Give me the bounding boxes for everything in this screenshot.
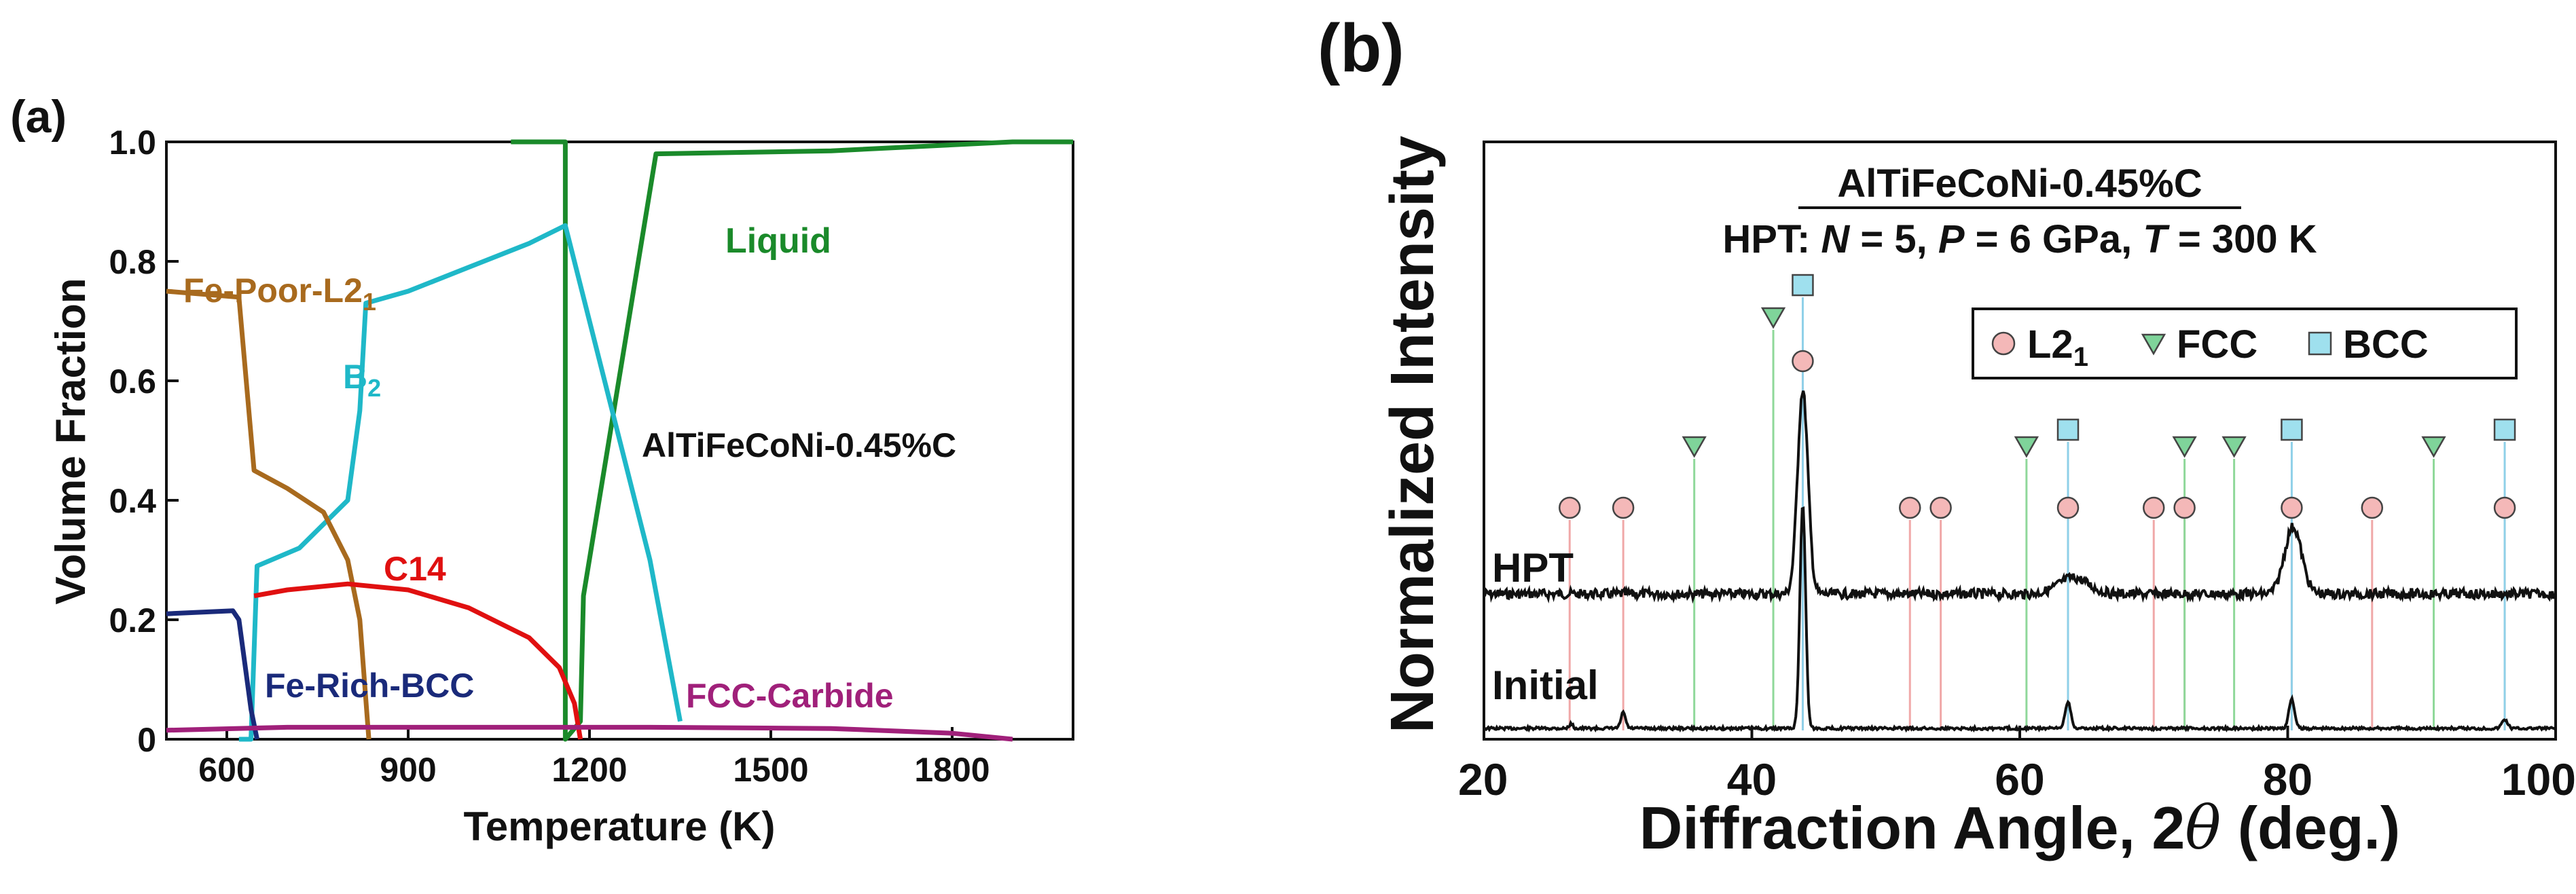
y-tick-label: 0 [137,721,156,759]
panel-b-x-axis-label: Diffraction Angle, 2θ (deg.) [1639,793,2400,863]
panel-b-peak-markers [1558,274,2516,519]
x-tick-label: 100 [2501,754,2576,804]
bcc-peak-square-icon [2056,418,2080,441]
y-tick-label: 0.6 [109,362,156,401]
bcc-peak-square-icon [2493,418,2516,441]
l21-peak-circle-icon [1899,496,1921,519]
legend-bcc-square-icon [2308,331,2332,356]
panel-b-x-ticks: 20 40 60 80 100 [1458,726,2576,804]
panel-b-series [1483,390,2557,733]
x-tick-label: 600 [198,751,255,789]
y-tick-label: 0.2 [109,601,156,639]
fcc-peak-triangle-icon [2421,436,2446,458]
panel-a-series [166,139,1073,742]
series-line-liquid [511,139,1073,742]
l21-peak-circle-icon [2493,496,2516,519]
x-tick-label: 60 [1995,754,2044,804]
l21-peak-circle-icon [1612,496,1635,519]
fcc-carbide-label: FCC-Carbide [686,677,894,715]
y-tick-label: 0.4 [109,482,156,520]
y-tick-label: 0.8 [109,243,156,281]
x-tick-label: 1200 [551,751,627,789]
series-line-b2 [238,223,683,742]
l21-peak-circle-icon [2361,496,2384,519]
panel-a-y-axis-label: Volume Fraction [48,278,94,604]
legend-fcc-triangle-icon [2141,333,2166,356]
liquid-label: Liquid [725,221,831,261]
panel-a-alloy-annotation: AlTiFeCoNi-0.45%C [642,426,956,464]
hpt-pattern-line [1483,390,2557,604]
l21-peak-circle-icon [2281,496,2303,519]
initial-pattern-line [1483,506,2557,733]
panel-b-label: (b) [1318,10,1404,86]
l21-peak-circle-icon [2143,496,2165,519]
x-tick-label: 40 [1727,754,1777,804]
legend-fcc-label: FCC [2177,322,2257,367]
x-tick-label: 20 [1458,754,1508,804]
x-tick-label: 900 [380,751,436,789]
l21-peak-circle-icon [2056,496,2080,519]
legend-l21-circle-icon [1991,331,2016,356]
fcc-peak-triangle-icon [1682,436,1707,458]
panel-b-title: AlTiFeCoNi-0.45%C [1837,162,2202,206]
l21-peak-circle-icon [2173,496,2196,519]
x-tick-label: 1500 [733,751,808,789]
x-tick-label: 1800 [914,751,990,789]
panel-a-label: (a) [10,91,67,143]
panel-b-legend: L21 FCC BCC [1972,308,2518,379]
series-line-fe-poor-l21 [166,288,371,740]
bcc-peak-square-icon [1792,274,1814,297]
c14-label: C14 [384,550,446,588]
panel-a-x-axis-label: Temperature (K) [464,804,776,849]
series-line-fcc-carbide [166,724,1013,742]
y-tick-label: 1.0 [109,124,156,162]
legend-bcc-label: BCC [2343,322,2429,367]
legend-box [1972,308,2518,379]
initial-series-label: Initial [1492,663,1599,708]
fe-poor-l21-label: Fe-Poor-L21 [183,272,376,316]
panel-b-subtitle: HPT: N = 5, P = 6 GPa, T = 300 K [1722,217,2317,261]
panel-a-plot-frame [165,141,1074,741]
series-line-c14 [253,581,583,740]
fe-rich-bcc-label: Fe-Rich-BCC [265,667,474,705]
l21-peak-circle-icon [1929,496,1952,519]
l21-peak-circle-icon [1792,350,1814,373]
fcc-peak-triangle-icon [2172,436,2197,458]
fcc-peak-triangle-icon [2014,436,2039,458]
panel-b: (b) 20 40 60 80 100 Diffraction Angle, 2θ (d… [1318,10,2576,863]
panel-b-y-axis-label: Normalized Intensity [1379,136,1447,733]
panel-a: (a) 00.20.40.60.81.0 600 900 1200 1500 1800 … [10,91,1074,849]
panel-a-y-ticks: 0 0.2 0.4 0.6 0.8 1.0 [109,124,179,759]
panel-a-x-ticks: 600 900 1200 1500 1800 [198,727,990,789]
fcc-peak-triangle-icon [1760,307,1786,329]
bcc-peak-square-icon [2281,418,2303,441]
series-line-fe-rich-bcc [166,608,259,740]
fcc-peak-triangle-icon [2221,436,2247,458]
x-tick-label: 80 [2263,754,2312,804]
hpt-series-label: HPT [1492,545,1574,591]
l21-peak-circle-icon [1558,496,1581,519]
legend-l21-label: L21 [2027,322,2088,372]
b2-label: B2 [343,358,381,402]
